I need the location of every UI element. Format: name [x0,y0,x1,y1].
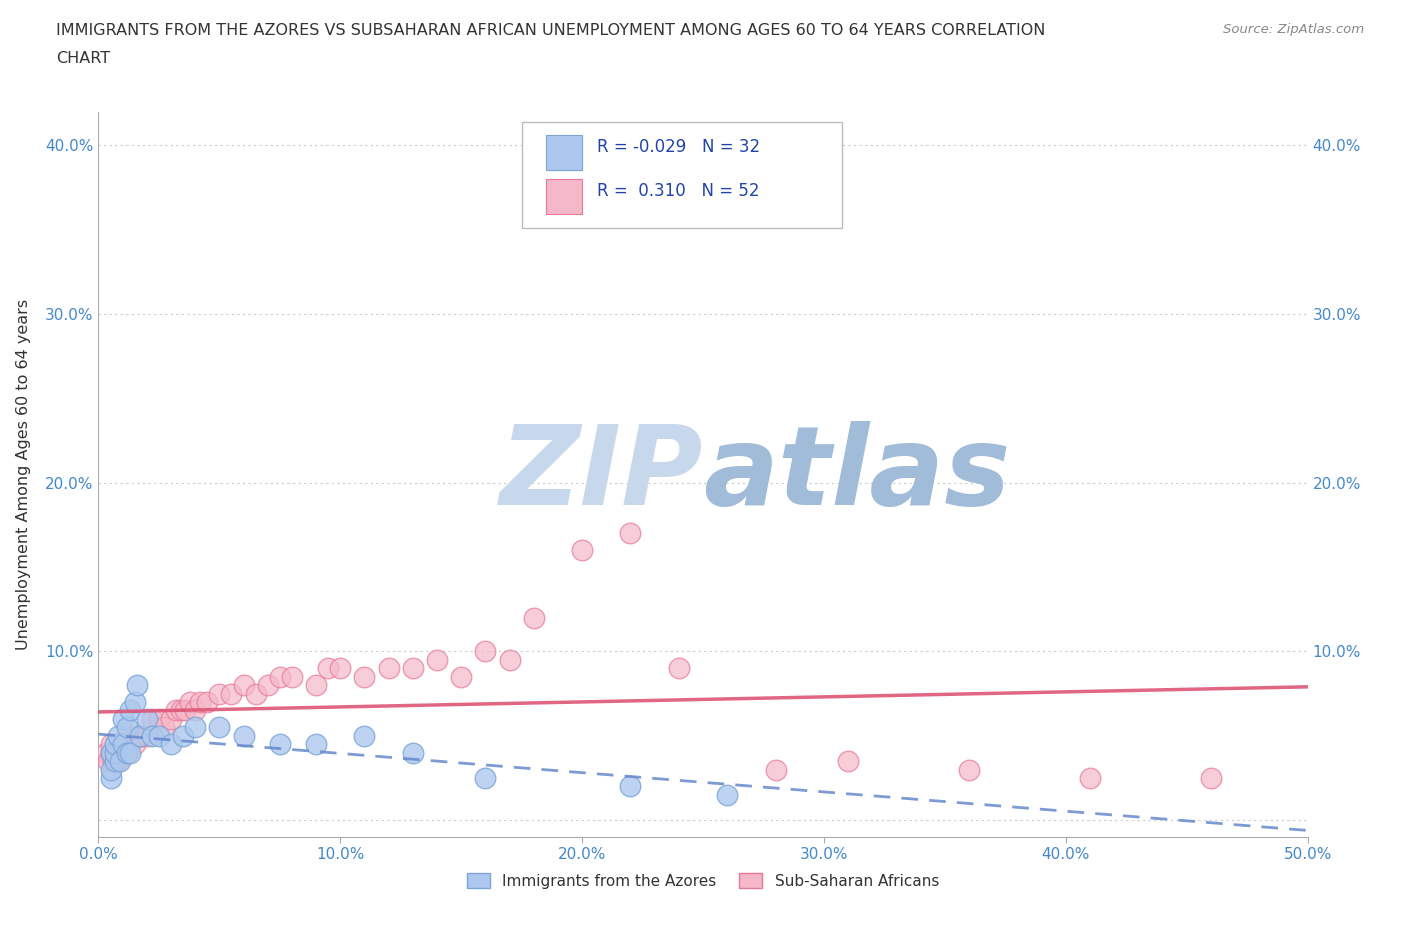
Point [1078,771,1101,786]
Point [118,703,141,718]
Point [160,711,183,726]
Point [118,745,141,760]
Point [957,762,980,777]
Point [174,703,197,718]
Point [160,737,183,751]
Point [426,653,449,668]
Point [118,737,141,751]
Point [474,771,496,786]
Point [232,678,254,693]
Point [184,720,207,735]
Point [256,678,278,693]
Point [135,728,157,743]
Point [141,711,163,726]
Point [619,779,641,794]
Point [104,745,127,760]
Point [1199,771,1222,786]
Point [221,686,243,701]
Point [117,745,139,760]
Point [97,753,120,768]
Point [100,745,122,760]
Point [305,737,328,751]
Point [179,695,201,710]
Point [101,753,124,768]
Point [100,771,122,786]
Text: ZIP: ZIP [499,420,703,528]
Point [195,695,218,710]
Point [108,753,131,768]
Point [111,737,134,751]
Text: R = -0.029   N = 32: R = -0.029 N = 32 [596,138,759,155]
Text: atlas: atlas [703,420,1011,528]
Point [402,661,425,676]
Point [402,745,425,760]
Point [329,661,352,676]
Point [117,745,139,760]
Point [716,788,738,803]
Text: CHART: CHART [56,51,110,66]
Point [305,678,328,693]
Point [269,737,291,751]
Point [124,695,146,710]
Point [188,695,211,710]
Point [353,728,375,743]
Point [765,762,787,777]
Point [128,728,150,743]
Point [668,661,690,676]
Point [316,661,339,676]
Point [108,745,131,760]
Point [208,686,231,701]
Point [837,753,859,768]
Point [148,711,170,726]
Point [141,728,163,743]
Point [571,543,593,558]
Point [117,720,139,735]
Point [165,703,187,718]
Point [111,711,134,726]
Point [135,711,157,726]
Point [281,670,304,684]
Point [208,720,231,735]
Point [474,644,496,658]
Point [111,737,134,751]
Point [107,753,129,768]
Point [100,737,122,751]
Point [94,745,117,760]
FancyBboxPatch shape [522,123,842,228]
Point [232,728,254,743]
Text: Source: ZipAtlas.com: Source: ZipAtlas.com [1223,23,1364,36]
Point [184,703,207,718]
Point [107,728,129,743]
Point [104,745,127,760]
Point [127,728,149,743]
Point [353,670,375,684]
Point [619,525,641,540]
Point [131,728,153,743]
Point [269,670,291,684]
Y-axis label: Unemployment Among Ages 60 to 64 years: Unemployment Among Ages 60 to 64 years [17,299,31,650]
Point [100,762,122,777]
Bar [546,136,582,170]
Point [104,753,127,768]
Point [377,661,399,676]
Text: IMMIGRANTS FROM THE AZORES VS SUBSAHARAN AFRICAN UNEMPLOYMENT AMONG AGES 60 TO 6: IMMIGRANTS FROM THE AZORES VS SUBSAHARAN… [56,23,1046,38]
Point [172,728,194,743]
Point [100,745,122,760]
Legend: Immigrants from the Azores, Sub-Saharan Africans: Immigrants from the Azores, Sub-Saharan … [461,867,945,895]
Text: R =  0.310   N = 52: R = 0.310 N = 52 [596,181,759,200]
Point [450,670,472,684]
Bar [546,179,582,214]
Point [127,678,149,693]
Point [498,653,520,668]
Point [104,737,127,751]
Point [245,686,267,701]
Point [523,610,546,625]
Point [124,737,146,751]
Point [169,703,191,718]
Point [148,728,170,743]
Point [152,720,174,735]
